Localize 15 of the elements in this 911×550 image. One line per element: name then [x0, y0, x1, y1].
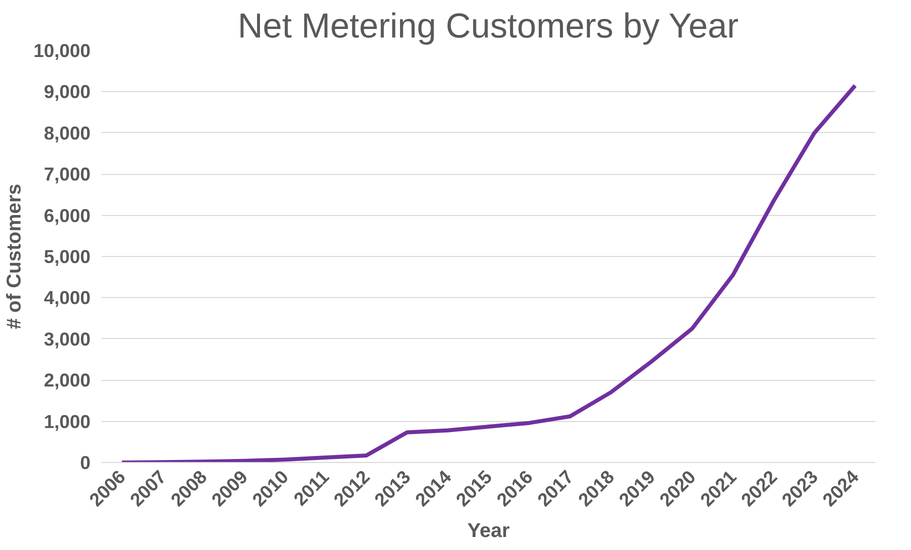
y-tick-label: 1,000 [44, 410, 90, 432]
chart-title: Net Metering Customers by Year [238, 8, 739, 46]
line-series [120, 84, 858, 462]
y-tick-label: 9,000 [44, 81, 90, 102]
y-tick-label: 6,000 [44, 204, 90, 226]
y-tick-label: 5,000 [44, 246, 90, 267]
y-axis-title: # of Customers [3, 184, 26, 330]
y-tick-label: 7,000 [44, 164, 90, 185]
y-tick-label: 2,000 [44, 370, 90, 391]
y-tick-label: 8,000 [44, 122, 90, 144]
y-tick-label: 4,000 [44, 287, 90, 308]
x-axis-title: Year [467, 520, 510, 542]
y-tick-label: 10,000 [33, 40, 90, 61]
y-tick-label: 3,000 [44, 328, 90, 350]
y-tick-label: 0 [80, 452, 91, 473]
